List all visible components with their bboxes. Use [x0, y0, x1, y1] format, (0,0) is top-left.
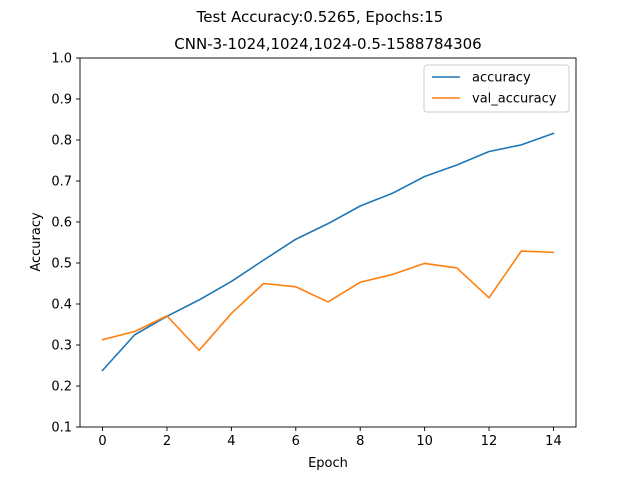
y-tick-label: 0.4: [51, 298, 72, 313]
y-tick-label: 0.7: [51, 175, 72, 190]
legend-label-accuracy: accuracy: [472, 71, 531, 86]
y-axis-label: Accuracy: [29, 212, 44, 272]
x-tick-label: 12: [481, 434, 498, 449]
y-tick-label: 0.3: [51, 339, 72, 354]
x-tick-label: 0: [98, 434, 106, 449]
y-tick-label: 0.2: [51, 380, 72, 395]
x-tick-label: 8: [356, 434, 364, 449]
y-tick-label: 0.1: [51, 421, 72, 436]
x-axis-label: Epoch: [308, 456, 348, 471]
series-line-val-accuracy: [101, 250, 555, 352]
x-tick-label: 10: [416, 434, 433, 449]
x-tick-label: 6: [292, 434, 300, 449]
legend: accuracy val_accuracy: [423, 64, 570, 113]
chart-suptitle: Test Accuracy:0.5265, Epochs:15: [196, 8, 444, 26]
legend-box: [423, 64, 570, 113]
y-tick-label: 0.5: [51, 257, 72, 272]
x-tick-label: 4: [227, 434, 235, 449]
y-tick-label: 1.0: [51, 52, 72, 67]
y-tick-label: 0.6: [51, 216, 72, 231]
axes-frame: [79, 57, 577, 428]
y-tick-label: 0.8: [51, 134, 72, 149]
legend-label-val-accuracy: val_accuracy: [472, 92, 557, 107]
chart-title: CNN-3-1024,1024,1024-0.5-1588784306: [174, 35, 481, 53]
x-tick-label: 14: [545, 434, 562, 449]
y-tick-label: 0.9: [51, 93, 72, 108]
x-tick-label: 2: [163, 434, 171, 449]
plot-area: 0 2 4 6 8 10 12 14 0.1 0.2 0.3 0.4 0.5 0.6 0.7 0.8 0.9 1.…: [51, 52, 577, 449]
series-line-accuracy: [101, 132, 555, 372]
